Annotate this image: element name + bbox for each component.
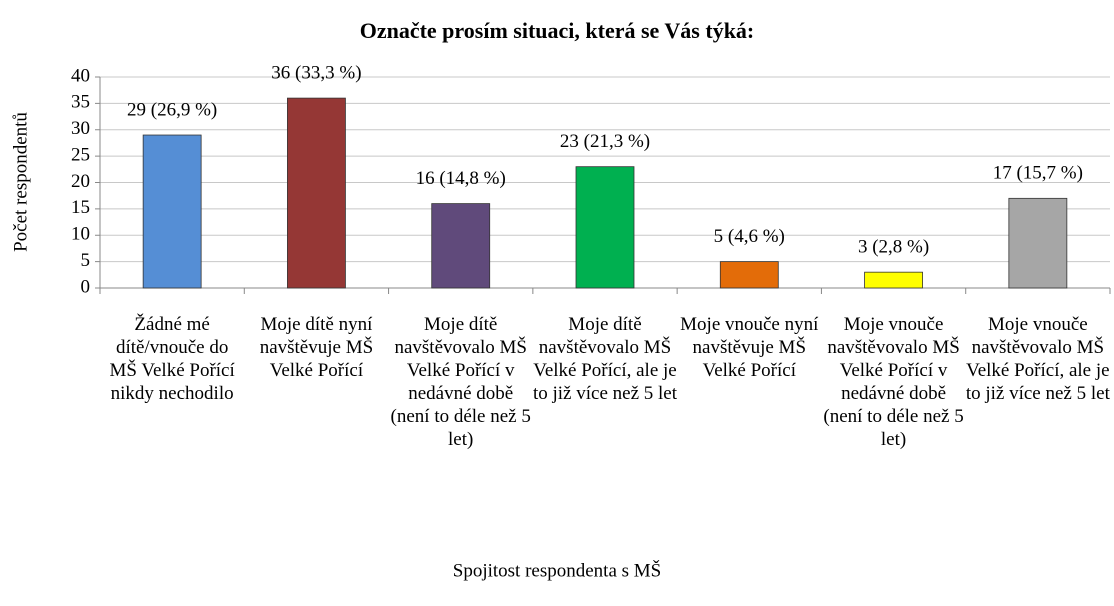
bar [287, 97, 346, 289]
y-tick-label: 0 [81, 276, 91, 297]
x-tick-label: Moje vnouče nyní navštěvuje MŠ Velké Poř… [680, 314, 819, 381]
data-label: 16 (14,8 %) [416, 168, 506, 189]
bar [575, 166, 635, 289]
bar [431, 203, 491, 289]
bar [719, 261, 779, 289]
x-tick-label: Moje dítě navštěvovalo MŠ Velké Pořící v… [390, 314, 531, 450]
data-label: 17 (15,7 %) [993, 163, 1083, 184]
y-tick-label: 20 [71, 171, 90, 192]
data-label: 23 (21,3 %) [560, 131, 650, 152]
bar [1008, 197, 1068, 289]
y-tick-label: 15 [71, 197, 90, 218]
data-label: 5 (4,6 %) [714, 226, 785, 247]
data-label: 29 (26,9 %) [127, 99, 217, 120]
y-tick-label: 30 [71, 118, 90, 139]
x-tick-label: Moje vnouče navštěvovalo MŠ Velké Pořící… [965, 314, 1110, 404]
x-tick-label: Moje vnouče navštěvovalo MŠ Velké Pořící… [823, 314, 964, 450]
y-tick-label: 10 [71, 224, 90, 245]
bar [142, 134, 202, 289]
y-tick-label: 35 [71, 92, 90, 113]
chart-title: Označte prosím situaci, která se Vás týk… [360, 18, 755, 43]
bar [864, 271, 923, 289]
x-tick-label: Moje dítě navštěvovalo MŠ Velké Pořící, … [532, 314, 677, 404]
x-axis-label: Spojitost respondenta s MŠ [453, 559, 661, 581]
x-tick-label: Žádné mé dítě/vnouče do MŠ Velké Pořící … [109, 314, 235, 404]
data-label: 3 (2,8 %) [858, 237, 929, 258]
y-tick-label: 5 [81, 250, 91, 271]
y-tick-label: 40 [71, 65, 90, 86]
y-tick-label: 25 [71, 144, 90, 165]
data-label: 36 (33,3 %) [271, 62, 361, 83]
x-tick-label: Moje dítě nyní navštěvuje MŠ Velké Poříc… [259, 314, 374, 381]
y-axis-label: Počet respondentů [10, 112, 31, 252]
